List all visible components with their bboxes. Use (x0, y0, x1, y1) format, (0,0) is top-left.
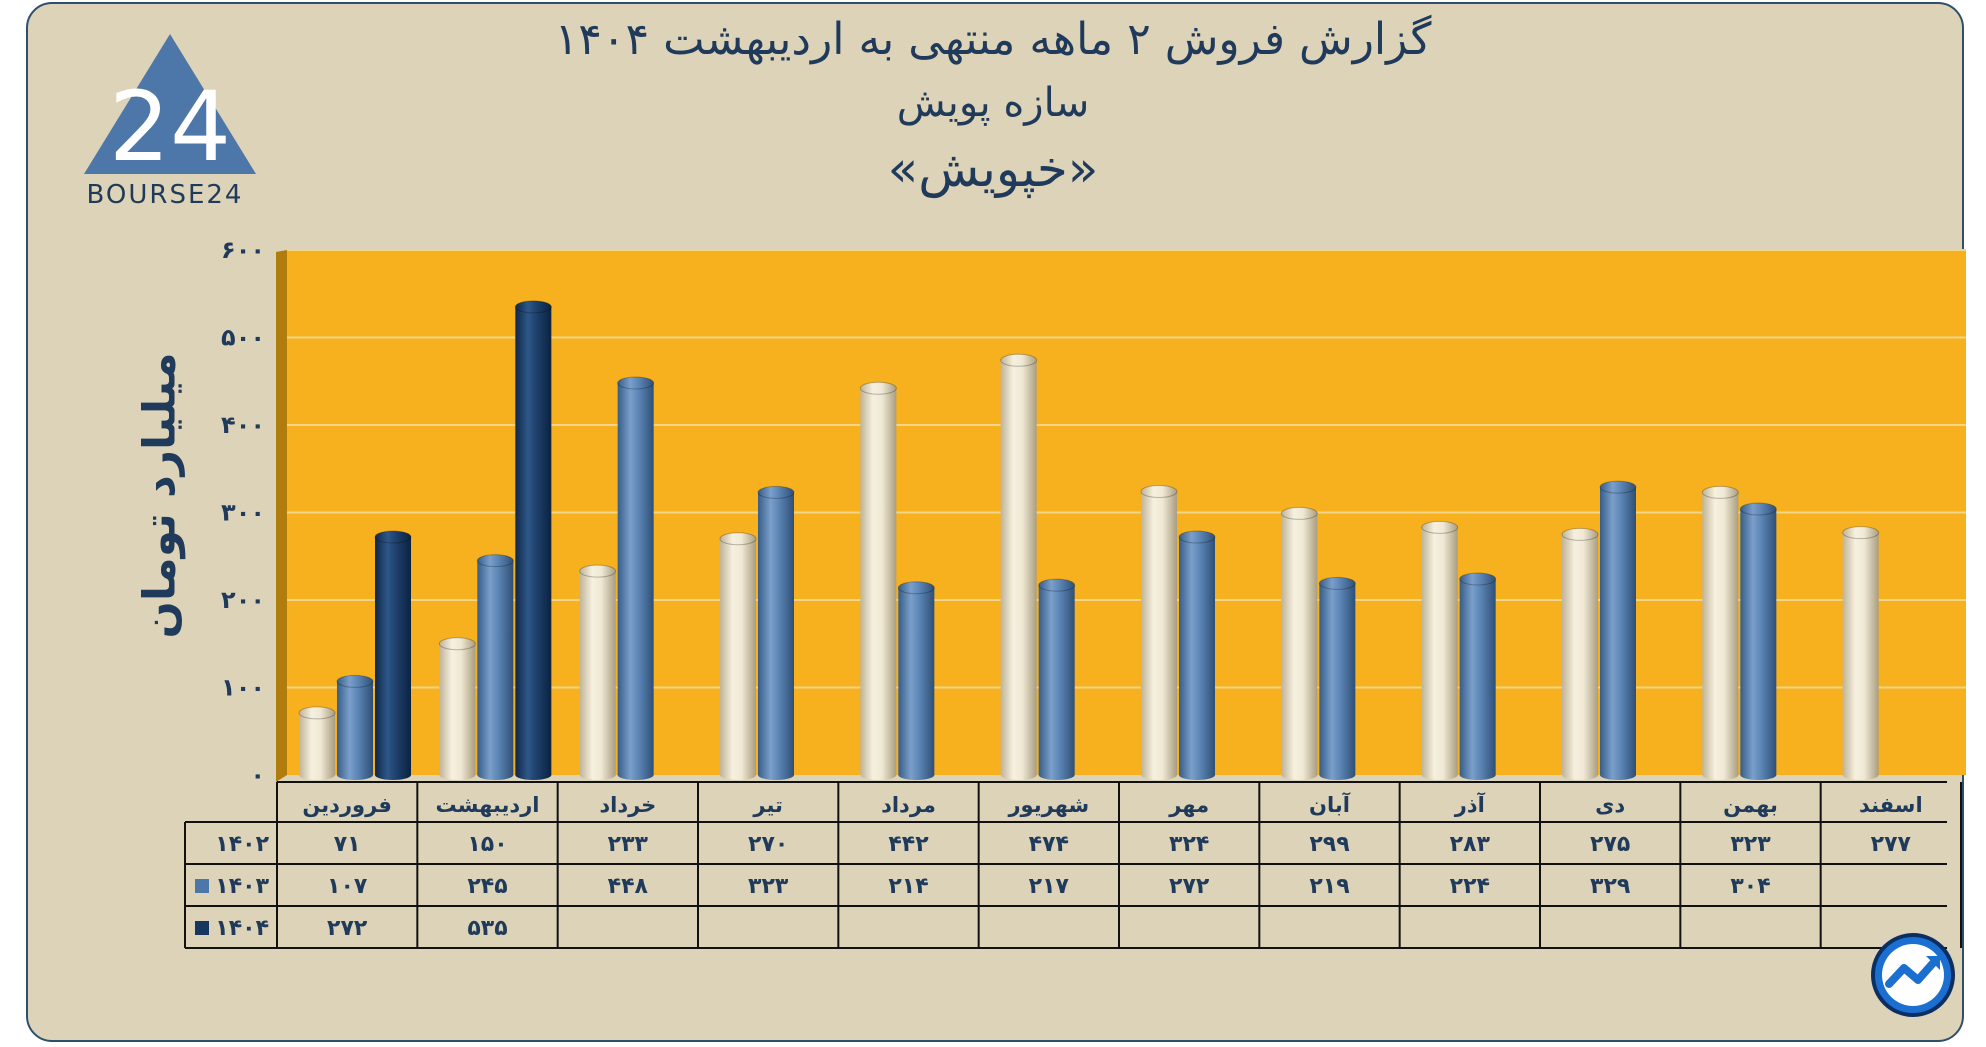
y-tick-label: ۳۰۰ (221, 499, 265, 527)
bar-1402-1 (298, 706, 336, 780)
bar-1403-10 (1599, 480, 1637, 780)
data-label-1403: ۲۱۷ (1029, 874, 1070, 899)
bar-1403-6 (1038, 578, 1076, 780)
data-label-1404: ۲۷۲ (327, 916, 368, 941)
company-name: سازه پویش (896, 80, 1090, 126)
data-label-1402: ۲۸۳ (1450, 832, 1491, 857)
x-tick-label: اسفند (1859, 793, 1923, 817)
bar-1403-3 (617, 376, 655, 780)
y-tick-label: ۰ (250, 761, 265, 789)
data-label-1402: ۲۷۷ (1871, 832, 1912, 857)
data-label-1403: ۳۲۹ (1590, 874, 1630, 899)
bar-1402-10 (1561, 527, 1599, 780)
data-label-1402: ۲۹۹ (1309, 832, 1349, 857)
x-tick-label: دی (1595, 793, 1625, 817)
x-tick-label: شهریور (1007, 793, 1089, 817)
bar-1403-7 (1178, 530, 1216, 780)
logo-text: BOURSE24 (86, 180, 244, 210)
data-label-1402: ۷۱ (334, 832, 361, 857)
data-label-1403: ۲۱۹ (1309, 874, 1349, 899)
bar-1402-2 (438, 637, 476, 780)
bar-1403-8 (1318, 576, 1356, 780)
x-tick-label: فروردین (302, 793, 392, 817)
y-tick-label: ۱۰۰ (221, 674, 265, 702)
data-label-1403: ۴۴۸ (608, 874, 649, 899)
legend-swatch-1404 (195, 921, 209, 935)
data-label-1403: ۱۰۷ (327, 874, 368, 899)
bar-1402-9 (1421, 520, 1459, 780)
y-tick-label: ۵۰۰ (221, 324, 265, 352)
legend-label-1403: ۱۴۰۳ (215, 874, 269, 899)
x-tick-label: بهمن (1723, 793, 1778, 817)
data-label-1402: ۴۴۲ (888, 832, 929, 857)
x-tick-label: تیر (752, 793, 783, 817)
x-tick-label: مرداد (881, 793, 936, 817)
bourse24-logo: 24 (84, 34, 256, 183)
y-tick-label: ۴۰۰ (221, 411, 265, 439)
x-tick-label: آبان (1309, 792, 1351, 817)
bar-1402-6 (1000, 353, 1038, 780)
x-tick-label: خرداد (599, 793, 656, 817)
data-label-1403: ۲۲۴ (1450, 874, 1490, 899)
plot-side-wall (276, 250, 287, 782)
bar-1404-2 (514, 300, 552, 780)
bar-1402-4 (719, 532, 757, 780)
bar-1403-5 (897, 581, 935, 780)
x-tick-label: آذر (1454, 792, 1486, 817)
data-label-1402: ۳۲۳ (1730, 832, 1771, 857)
x-tick-label: مهر (1168, 793, 1209, 817)
data-label-1403: ۲۴۵ (467, 874, 507, 899)
bar-1404-1 (374, 530, 412, 780)
data-label-1403: ۲۷۲ (1169, 874, 1210, 899)
data-label-1402: ۴۷۴ (1029, 832, 1069, 857)
data-label-1403: ۲۱۴ (888, 874, 928, 899)
legend-label-1402: ۱۴۰۲ (215, 832, 269, 857)
bar-1402-5 (859, 381, 897, 780)
bar-1402-7 (1140, 485, 1178, 780)
trend-circle-icon (1871, 933, 1955, 1017)
bar-1402-11 (1701, 485, 1739, 780)
bar-1402-12 (1842, 526, 1880, 780)
data-label-1403: ۳۰۴ (1730, 874, 1770, 899)
bar-1403-1 (336, 674, 374, 780)
x-tick-label: اردیبهشت (436, 793, 540, 817)
bar-1403-9 (1459, 572, 1497, 780)
data-label-1402: ۲۳۳ (608, 832, 649, 857)
report-title: گزارش فروش ۲ ماهه منتهی به اردیبهشت ۱۴۰۴ (554, 14, 1432, 65)
legend-swatch-1403 (195, 879, 209, 893)
legend-label-1404: ۱۴۰۴ (215, 916, 269, 941)
bar-1402-8 (1280, 506, 1318, 780)
ticker-symbol: «خپویش» (887, 140, 1099, 198)
bar-1402-3 (579, 564, 617, 780)
svg-text:24: 24 (109, 71, 231, 183)
bar-1403-2 (476, 554, 514, 780)
data-label-1402: ۳۲۴ (1169, 832, 1209, 857)
data-label-1404: ۵۳۵ (467, 916, 507, 941)
y-tick-label: ۶۰۰ (221, 236, 265, 264)
bar-1403-4 (757, 485, 795, 780)
bar-1403-11 (1739, 502, 1777, 780)
y-tick-label: ۲۰۰ (221, 586, 265, 614)
data-label-1402: ۲۷۵ (1590, 832, 1630, 857)
data-label-1402: ۱۵۰ (467, 832, 507, 857)
data-label-1403: ۳۲۳ (748, 874, 789, 899)
data-label-1402: ۲۷۰ (748, 832, 788, 857)
